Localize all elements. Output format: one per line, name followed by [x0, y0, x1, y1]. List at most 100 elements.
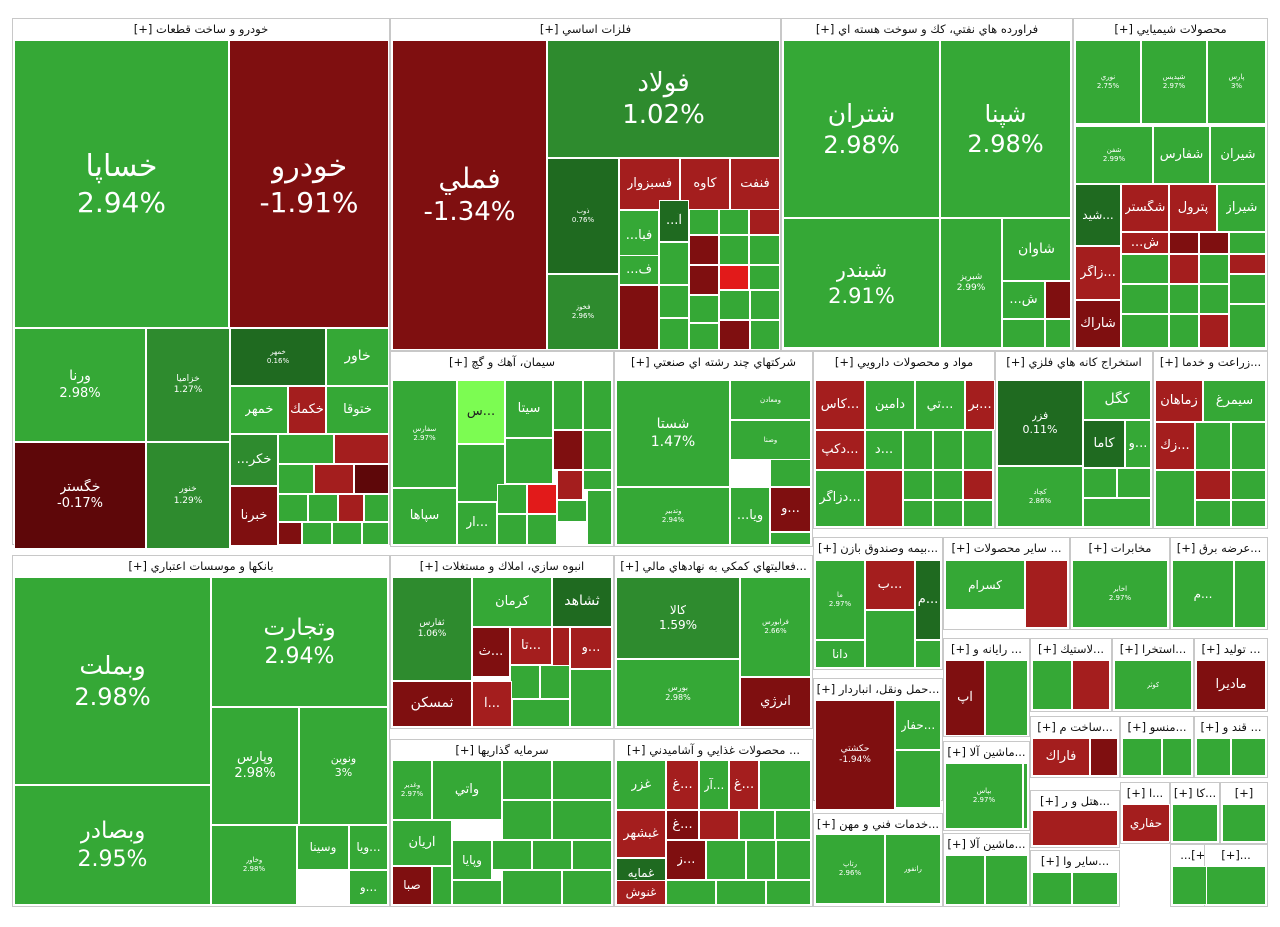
stock-tile[interactable]: ...دكپ	[815, 430, 865, 470]
stock-tile[interactable]	[659, 285, 689, 318]
stock-tile[interactable]	[865, 470, 903, 527]
stock-tile[interactable]: خنور 1.29%	[146, 442, 230, 549]
stock-tile[interactable]: ...د	[865, 430, 903, 470]
stock-tile[interactable]	[689, 235, 719, 265]
stock-tile[interactable]: ...تي	[915, 380, 965, 430]
sector-title[interactable]: ... رايانه و [+]	[951, 642, 1022, 656]
stock-tile[interactable]: ...شيد	[1075, 184, 1121, 246]
stock-tile[interactable]: رتاپ 2.96%	[815, 834, 885, 904]
stock-tile[interactable]	[659, 242, 689, 285]
stock-tile[interactable]: ...غ	[666, 810, 699, 840]
stock-tile[interactable]: ...ب	[865, 560, 915, 610]
stock-tile[interactable]	[776, 840, 811, 880]
stock-tile[interactable]	[1229, 254, 1266, 274]
stock-tile[interactable]: آپ	[945, 660, 985, 736]
stock-tile[interactable]: ...ز	[666, 840, 706, 880]
sector-title[interactable]: ...استخرا [+]	[1119, 642, 1187, 656]
stock-tile[interactable]	[364, 494, 389, 522]
stock-tile[interactable]: ...آر	[699, 760, 729, 810]
stock-tile[interactable]	[689, 295, 719, 323]
stock-tile[interactable]	[562, 870, 612, 905]
sector-title[interactable]: ...حمل ونقل، انباردار [+]	[816, 682, 940, 696]
stock-tile[interactable]	[903, 500, 933, 527]
stock-tile[interactable]: واتي	[432, 760, 502, 820]
stock-tile[interactable]	[583, 470, 612, 490]
stock-tile[interactable]	[572, 840, 612, 870]
stock-tile[interactable]: ...زك	[1155, 422, 1195, 470]
stock-tile[interactable]: شيراز	[1217, 184, 1266, 232]
stock-tile[interactable]	[278, 494, 308, 522]
stock-tile[interactable]	[945, 855, 985, 905]
sector-title[interactable]: ...بيمه وصندوق بازن [+]	[817, 541, 939, 555]
stock-tile[interactable]: ف...	[619, 255, 659, 285]
stock-tile[interactable]	[510, 665, 540, 699]
stock-tile[interactable]: سيمرغ	[1203, 380, 1266, 422]
stock-tile[interactable]	[338, 494, 364, 522]
sector-title[interactable]: ... ساير محصولات [+]	[951, 541, 1062, 555]
stock-tile[interactable]: شبندر 2.91%	[783, 218, 940, 348]
stock-tile[interactable]: ...آ	[472, 681, 512, 727]
stock-tile[interactable]: خمهر	[230, 386, 288, 434]
stock-tile[interactable]: خساپا 2.94%	[14, 40, 229, 328]
stock-tile[interactable]	[1121, 284, 1169, 314]
stock-tile[interactable]: شبريز 2.99%	[940, 218, 1002, 348]
stock-tile[interactable]	[1231, 422, 1266, 470]
stock-tile[interactable]	[1002, 319, 1045, 348]
stock-tile[interactable]	[492, 840, 532, 870]
stock-tile[interactable]	[527, 514, 557, 545]
stock-tile[interactable]: وپارس 2.98%	[211, 707, 299, 825]
stock-tile[interactable]	[1199, 284, 1229, 314]
stock-tile[interactable]: دانا	[815, 640, 865, 668]
stock-tile[interactable]	[759, 760, 811, 810]
stock-tile[interactable]	[1032, 660, 1072, 710]
stock-tile[interactable]: ذوب 0.76%	[547, 158, 619, 274]
stock-tile[interactable]: وتدبير 2.94%	[616, 487, 730, 545]
stock-tile[interactable]	[540, 665, 570, 699]
sector-title[interactable]: [+]	[1234, 786, 1254, 800]
stock-tile[interactable]: خزاميا 1.27%	[146, 328, 230, 442]
stock-tile[interactable]	[553, 380, 583, 430]
stock-tile[interactable]: غنوش	[616, 880, 666, 905]
stock-tile[interactable]	[362, 522, 389, 545]
stock-tile[interactable]: نوري 2.75%	[1075, 40, 1141, 124]
stock-tile[interactable]	[963, 500, 993, 527]
stock-tile[interactable]: رانفور	[885, 834, 941, 904]
stock-tile[interactable]: آريان	[392, 820, 452, 866]
stock-tile[interactable]	[1083, 498, 1151, 527]
stock-tile[interactable]	[497, 484, 527, 514]
stock-tile[interactable]: سپاها	[392, 488, 457, 545]
stock-tile[interactable]	[1121, 314, 1169, 348]
stock-tile[interactable]: ماديرا	[1196, 660, 1266, 710]
stock-tile[interactable]	[583, 430, 612, 470]
stock-tile[interactable]: ...ويا	[349, 825, 388, 870]
stock-tile[interactable]: سيتا	[505, 380, 553, 438]
stock-tile[interactable]	[933, 470, 963, 500]
stock-tile[interactable]	[706, 840, 746, 880]
stock-tile[interactable]: شاوان	[1002, 218, 1071, 281]
stock-tile[interactable]: ...م	[1172, 560, 1234, 628]
stock-tile[interactable]	[915, 640, 941, 668]
sector-title[interactable]: ...[+]	[1221, 848, 1251, 862]
stock-tile[interactable]	[452, 880, 502, 905]
sector-title[interactable]: ... توليد [+]	[1201, 642, 1261, 656]
stock-tile[interactable]	[1045, 319, 1071, 348]
stock-tile[interactable]	[1229, 274, 1266, 304]
stock-tile[interactable]	[750, 320, 780, 350]
sector-title[interactable]: شركتهاي چند رشته اي صنعتي [+]	[630, 355, 797, 369]
stock-tile[interactable]: خودرو -1.91%	[229, 40, 389, 328]
stock-tile[interactable]: ويا...	[730, 487, 770, 545]
stock-tile[interactable]: صبا	[392, 866, 432, 905]
stock-tile[interactable]: حكشتي -1.94%	[815, 700, 895, 810]
stock-tile[interactable]: ...م	[915, 560, 941, 640]
sector-title[interactable]: ...خدمات فني و مهن [+]	[816, 817, 940, 831]
stock-tile[interactable]: وبصادر 2.95%	[14, 785, 211, 905]
stock-tile[interactable]: فملي -1.34%	[392, 40, 547, 350]
stock-tile[interactable]	[719, 320, 750, 350]
stock-tile[interactable]	[719, 265, 749, 290]
stock-tile[interactable]: حفاري	[1122, 804, 1170, 842]
sector-title[interactable]: ...ا [+]	[1126, 786, 1164, 800]
stock-tile[interactable]	[1032, 810, 1118, 846]
stock-tile[interactable]: فزر 0.11%	[997, 380, 1083, 466]
stock-tile[interactable]	[1122, 738, 1162, 776]
stock-tile[interactable]: خمهر 0.16%	[230, 328, 326, 386]
